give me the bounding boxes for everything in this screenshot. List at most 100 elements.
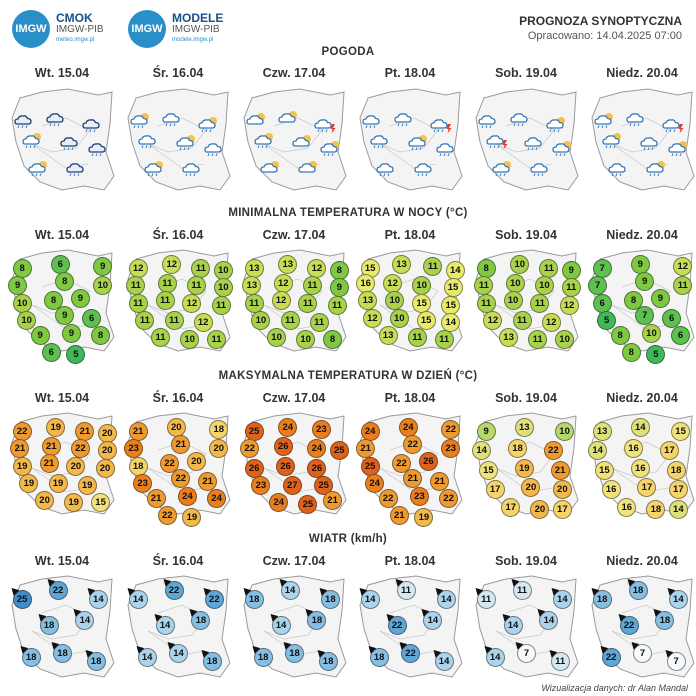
sun-cloud-rain-icon	[318, 140, 344, 158]
temperature-marker: 11	[135, 310, 155, 330]
temperature-marker: 10	[389, 308, 409, 328]
logo-cmok-url[interactable]: meteo.imgw.pl	[56, 36, 95, 43]
temperature-marker: 19	[64, 493, 84, 513]
temperature-marker: 19	[12, 456, 32, 476]
temperature-marker: 20	[552, 480, 572, 500]
cloud-rain-dark-icon	[80, 116, 106, 134]
temperature-marker: 19	[514, 458, 534, 478]
cloud-rain-dark-icon	[58, 134, 84, 152]
wind-marker: 22	[44, 576, 68, 600]
temperature-marker: 26	[276, 456, 296, 476]
temperature-marker: 10	[213, 261, 233, 281]
temperature-marker: 26	[307, 458, 327, 478]
temperature-marker: 10	[93, 276, 113, 296]
temperature-marker: 17	[501, 497, 521, 517]
wind-marker: 18	[240, 584, 264, 609]
temperature-marker: 8	[323, 330, 343, 350]
temperature-marker: 11	[528, 330, 548, 350]
temperature-marker: 22	[157, 506, 177, 526]
temperature-marker: 10	[267, 328, 287, 348]
temperature-marker: 12	[541, 312, 561, 332]
sun-cloud-icon	[276, 110, 302, 128]
sun-cloud-rain-icon	[406, 134, 432, 152]
temperature-marker: 11	[309, 312, 329, 332]
temperature-marker: 12	[483, 310, 503, 330]
temperature-marker: 20	[530, 499, 550, 519]
temperature-marker: 15	[594, 460, 614, 480]
logo-cmok-sub: IMGW-PIB	[56, 23, 104, 35]
temperature-marker: 10	[296, 330, 316, 350]
temperature-marker: 22	[403, 434, 423, 454]
temperature-marker: 6	[662, 308, 682, 328]
cloud-rain-icon	[160, 110, 186, 128]
logo-modele-url[interactable]: modele.imgw.pl	[172, 36, 214, 43]
temperature-marker: 9	[630, 254, 650, 274]
day-label: Wt. 15.04	[34, 391, 90, 405]
sun-cloud-rain-icon	[550, 140, 576, 158]
cloud-rain-icon	[412, 160, 438, 178]
wind-marker: 18	[280, 638, 304, 663]
temperature-marker: 8	[624, 291, 644, 311]
temperature-marker: 15	[416, 310, 436, 330]
temperature-marker: 21	[389, 506, 409, 526]
sun-cloud-rain-icon	[666, 140, 692, 158]
cloud-rain-icon	[522, 134, 548, 152]
temperature-marker: 18	[508, 439, 528, 459]
wind-marker: 14	[430, 647, 454, 672]
day-label: Sob. 19.04	[495, 391, 557, 405]
cloud-rain-icon	[476, 112, 502, 130]
wind-map: 18 14 18 14 18 18 18 18	[238, 573, 350, 681]
temperature-marker: 22	[439, 488, 459, 508]
cloud-rain-icon	[528, 160, 554, 178]
cloud-rain-icon	[374, 160, 400, 178]
wind-map: 14 11 14 22 14 18 22 14	[354, 573, 466, 681]
wind-marker: 18	[651, 606, 675, 631]
temperature-marker: 17	[485, 480, 505, 500]
temperature-marker: 14	[630, 417, 650, 437]
sun-cloud-icon	[290, 134, 316, 152]
footer-credit: Wizualizacja danych: dr Alan Mandal	[541, 683, 688, 693]
tmin-map: 8 6 9 9 8 10 10 8 9 10 9 6 9 9 8 6 5	[6, 247, 118, 365]
temperature-marker: 25	[360, 456, 380, 476]
wind-marker: 14	[164, 638, 188, 663]
temperature-marker: 10	[180, 330, 200, 350]
wind-marker: 18	[588, 584, 612, 609]
temperature-marker: 6	[592, 293, 612, 313]
temperature-marker: 9	[61, 323, 81, 343]
temperature-marker: 18	[646, 499, 666, 519]
day-label: Sob. 19.04	[495, 228, 557, 242]
cloud-rain-dark-icon	[64, 160, 90, 178]
tmin-map: 8 10 11 9 11 10 10 11 11 10 11 12 12 11 12 13 11 10	[470, 247, 582, 355]
temperature-marker: 26	[273, 437, 293, 457]
temperature-marker: 21	[39, 454, 59, 474]
temperature-marker: 15	[671, 421, 691, 441]
wind-marker: 18	[365, 643, 389, 667]
temperature-marker: 11	[186, 276, 206, 296]
weather-map	[6, 86, 118, 194]
temperature-marker: 9	[8, 276, 28, 296]
temperature-marker: 11	[407, 328, 427, 348]
wind-marker: 18	[198, 647, 222, 672]
sun-cloud-rain-icon	[26, 160, 52, 178]
temperature-marker: 7	[592, 258, 612, 278]
temperature-marker: 11	[423, 256, 443, 276]
wind-marker: 18	[314, 647, 338, 672]
wind-marker: 14	[419, 606, 443, 631]
cloud-rain-icon	[606, 160, 632, 178]
temperature-marker: 11	[476, 293, 496, 313]
temperature-marker: 8	[55, 271, 75, 291]
day-label: Niedz. 20.04	[606, 228, 678, 242]
page-title: PROGNOZA SYNOPTYCZNA	[519, 14, 682, 28]
temperature-marker: 22	[543, 441, 563, 461]
temperature-marker: 22	[12, 421, 32, 441]
temperature-marker: 24	[207, 488, 227, 508]
wind-map: 11 11 14 14 14 14 7 11	[470, 573, 582, 681]
temperature-marker: 11	[327, 295, 347, 315]
wind-marker: 22	[597, 643, 621, 667]
wind-marker: 14	[276, 576, 300, 600]
day-label: Niedz. 20.04	[606, 66, 678, 80]
tmax-map: 21 20 18 23 21 20 18 22 20 23 22 21 21 24 24 22 19	[122, 410, 234, 528]
cloud-rain-dark-icon	[12, 112, 38, 130]
temperature-marker: 10	[251, 310, 271, 330]
day-label: Śr. 16.04	[152, 391, 204, 405]
